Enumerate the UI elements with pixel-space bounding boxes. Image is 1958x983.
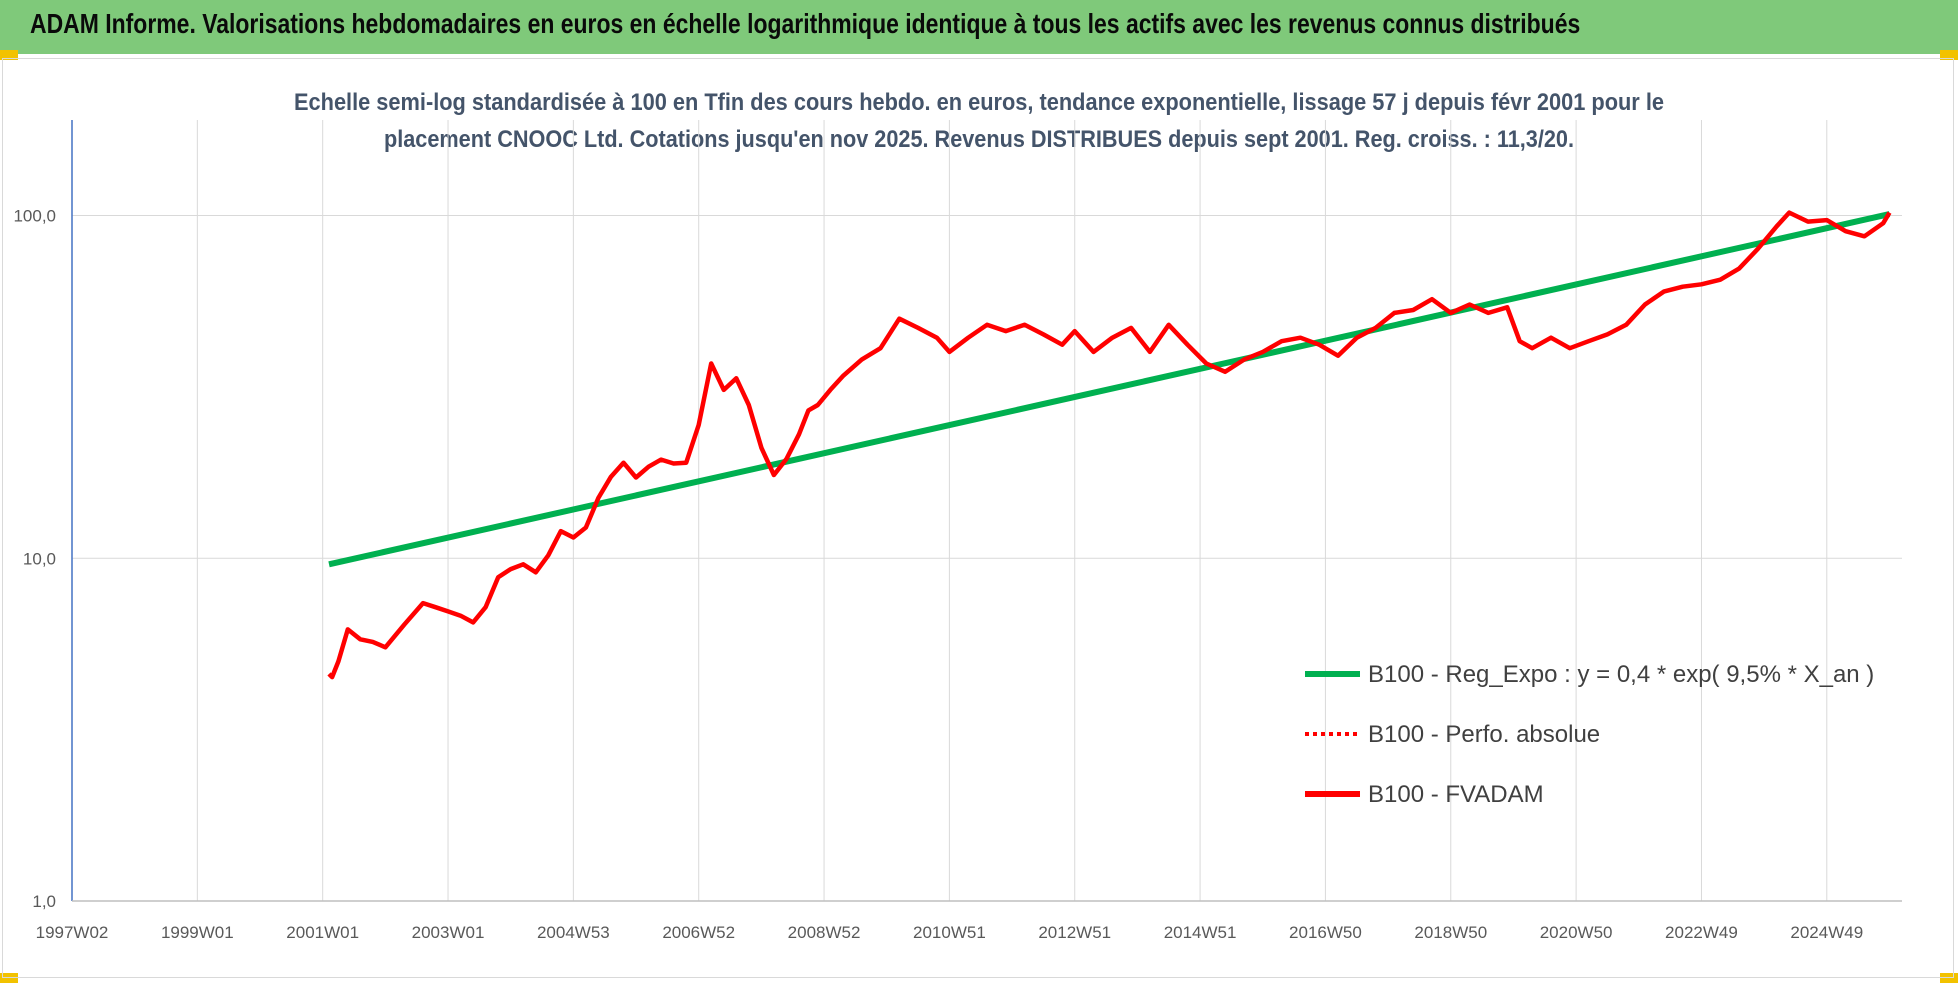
legend-label-trend-line: B100 - Reg_Expo : y = 0,4 * exp( 9,5% * … — [1368, 661, 1874, 688]
y-tick-label: 100,0 — [13, 207, 56, 226]
x-tick-label: 2008W52 — [788, 923, 861, 942]
series-layer — [327, 210, 1892, 680]
header-banner: ADAM Informe. Valorisations hebdomadaire… — [0, 0, 1958, 54]
x-tick-label: 2003W01 — [412, 923, 485, 942]
x-tick-label: 2016W50 — [1289, 923, 1362, 942]
corner-marker-bottom-left — [0, 973, 18, 983]
x-tick-label: 2004W53 — [537, 923, 610, 942]
y-tick-label: 10,0 — [23, 549, 56, 568]
x-tick-label: 2012W51 — [1038, 923, 1111, 942]
x-tick-label: 2024W49 — [1790, 923, 1863, 942]
chart-subtitle-line-2: placement CNOOC Ltd. Cotations jusqu'en … — [384, 126, 1574, 153]
banner-title: ADAM Informe. Valorisations hebdomadaire… — [30, 8, 1581, 39]
grid — [71, 120, 1902, 902]
x-tick-label: 2018W50 — [1414, 923, 1487, 942]
x-tick-label: 2022W49 — [1665, 923, 1738, 942]
plot-frame — [2, 58, 1954, 978]
legend-label-absolute-perf-line: B100 - Perfo. absolue — [1368, 721, 1600, 748]
series-fvadam-line — [327, 210, 1892, 680]
legend: B100 - Reg_Expo : y = 0,4 * exp( 9,5% * … — [1305, 661, 1874, 808]
series-trend-line — [328, 211, 1891, 568]
y-tick-label: 1,0 — [32, 892, 56, 911]
chart-subtitle-line-1: Echelle semi-log standardisée à 100 en T… — [294, 89, 1664, 116]
x-tick-label: 2014W51 — [1164, 923, 1237, 942]
x-tick-label: 2020W50 — [1540, 923, 1613, 942]
x-tick-label: 1997W02 — [36, 923, 109, 942]
x-tick-label: 1999W01 — [161, 923, 234, 942]
x-tick-label: 2006W52 — [662, 923, 735, 942]
axes: 1997W02 1999W01 2001W01 2003W01 2004W53 2006W… — [13, 120, 1902, 942]
legend-label-fvadam-line: B100 - FVADAM — [1368, 781, 1544, 808]
corner-marker-right — [1940, 50, 1958, 60]
corner-marker-bottom-right — [1940, 973, 1958, 983]
x-tick-label: 2010W51 — [913, 923, 986, 942]
x-tick-label: 2001W01 — [286, 923, 359, 942]
corner-marker-left — [0, 50, 18, 60]
